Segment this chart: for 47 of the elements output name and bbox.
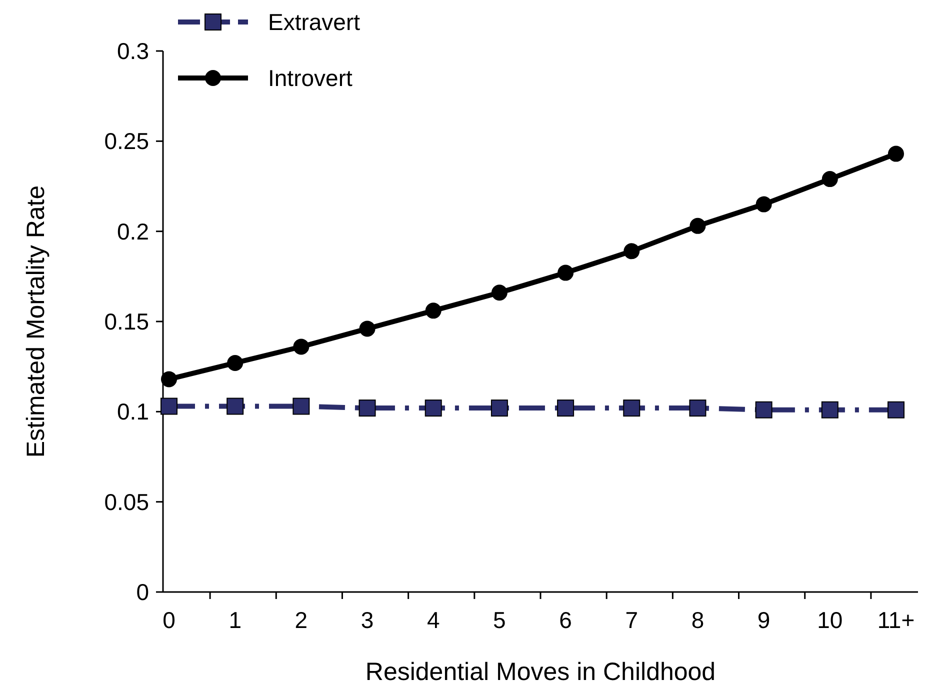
point (425, 302, 442, 319)
point (888, 146, 904, 162)
y-tick-label: 0.15 (104, 308, 149, 335)
x-tick-label: 8 (691, 607, 704, 633)
point (822, 171, 838, 188)
y-axis-title: Estimated Mortality Rate (22, 185, 50, 458)
x-tick-label: 1 (228, 607, 242, 633)
point (624, 243, 640, 260)
y-tick-label: 0.2 (117, 218, 149, 244)
x-tick-label: 9 (757, 607, 770, 633)
point (689, 400, 706, 417)
point (821, 401, 838, 418)
point (292, 398, 310, 415)
point (888, 401, 904, 418)
point (557, 400, 574, 417)
x-tick-label: 10 (817, 607, 843, 633)
legend-label: Introvert (268, 65, 353, 92)
y-tick-label: 0.3 (117, 38, 149, 64)
point (359, 320, 376, 337)
y-tick-label: 0.1 (117, 398, 149, 425)
point (161, 371, 177, 388)
point (358, 400, 376, 417)
point (690, 218, 706, 234)
y-tick-label: 0.05 (104, 488, 149, 515)
point (558, 264, 574, 281)
x-tick-label: 11+ (877, 607, 915, 633)
y-tick-label: 0 (136, 579, 149, 606)
x-tick-label: 4 (426, 607, 440, 633)
x-tick-label: 2 (294, 607, 308, 633)
x-axis-title: Residential Moves in Childhood (365, 658, 716, 686)
point (755, 401, 772, 418)
point (756, 196, 772, 212)
x-tick-label: 6 (559, 607, 572, 633)
point (293, 338, 310, 355)
point (227, 354, 244, 371)
point (490, 400, 508, 417)
point (424, 400, 442, 417)
y-tick-label: 0.25 (104, 128, 149, 154)
point (623, 400, 640, 417)
point (160, 398, 178, 415)
x-tick-label: 5 (493, 607, 506, 633)
x-tick-label: 7 (625, 607, 638, 633)
x-tick-label: 3 (360, 607, 374, 633)
legend-label: Extravert (268, 9, 361, 36)
point (226, 398, 244, 415)
point (491, 284, 508, 301)
x-tick-label: 0 (162, 607, 176, 633)
